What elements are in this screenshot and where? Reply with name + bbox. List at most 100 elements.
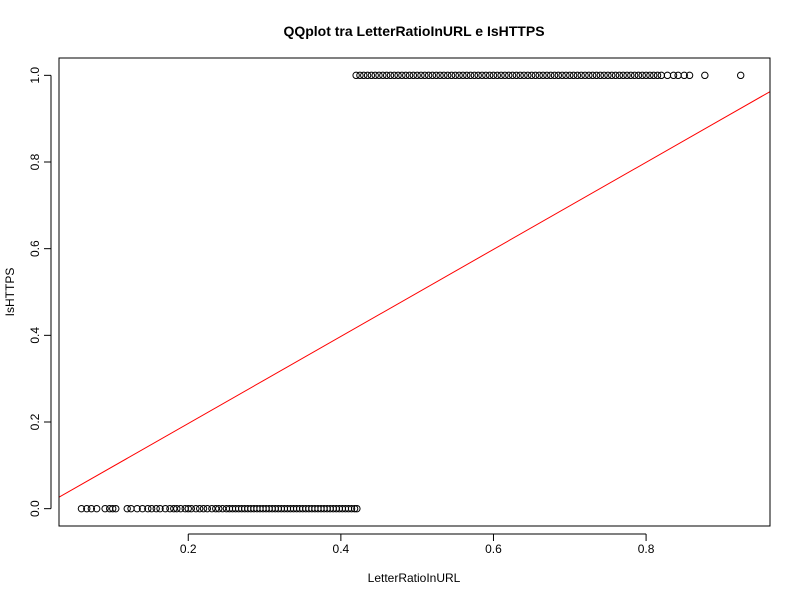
data-point: [581, 71, 589, 80]
data-point: [360, 71, 368, 80]
data-point: [623, 71, 631, 80]
data-point: [543, 71, 551, 80]
x-axis-label: LetterRatioInURL: [368, 571, 461, 585]
data-point: [608, 71, 616, 80]
data-point: [409, 71, 418, 80]
data-point: [367, 71, 376, 80]
data-point: [382, 71, 391, 80]
data-point: [390, 71, 398, 80]
data-point: [379, 71, 387, 80]
data-point: [109, 504, 117, 513]
y-tick-label: 0.8: [28, 153, 42, 170]
y-axis-label: IsHTTPS: [3, 268, 17, 317]
data-point: [489, 71, 498, 80]
data-point: [87, 504, 96, 513]
data-point: [596, 71, 604, 80]
data-point: [558, 71, 566, 80]
data-point: [642, 71, 650, 80]
data-point: [447, 71, 456, 80]
data-point: [657, 71, 666, 80]
data-point: [144, 504, 152, 513]
data-point: [524, 71, 532, 80]
data-point: [421, 71, 429, 80]
data-point: [83, 504, 91, 513]
data-point: [215, 504, 223, 513]
data-point: [638, 71, 646, 80]
y-tick-label: 0.4: [28, 327, 42, 344]
data-point: [147, 504, 156, 513]
data-point: [512, 71, 521, 80]
x-tick-label: 0.4: [333, 542, 350, 556]
data-point: [112, 504, 120, 513]
data-point: [199, 504, 208, 513]
data-point: [493, 71, 501, 80]
reference-line: [59, 91, 770, 498]
data-point: [569, 71, 578, 80]
data-point: [77, 504, 86, 513]
data-point: [123, 504, 131, 513]
data-point: [356, 71, 364, 80]
plot-frame: [58, 57, 771, 527]
data-point: [470, 71, 479, 80]
data-point: [663, 71, 672, 80]
data-point: [600, 71, 608, 80]
chart-title: QQplot tra LetterRatioInURL e IsHTTPS: [283, 23, 544, 39]
data-point: [680, 71, 688, 80]
y-tick-label: 1.0: [28, 67, 42, 84]
data-point: [443, 71, 452, 80]
data-point: [402, 71, 410, 80]
data-point: [615, 71, 624, 80]
data-point: [573, 71, 582, 80]
data-point: [463, 71, 471, 80]
data-point: [482, 71, 490, 80]
data-point: [588, 71, 597, 80]
data-point: [176, 504, 185, 513]
data-point: [138, 504, 147, 513]
data-point: [585, 71, 593, 80]
data-point: [497, 71, 505, 80]
data-point: [669, 71, 678, 80]
data-point: [394, 71, 402, 80]
data-point: [539, 71, 547, 80]
data-point: [92, 504, 101, 513]
data-point: [619, 71, 627, 80]
data-point: [455, 71, 463, 80]
data-point: [101, 504, 109, 513]
data-point: [417, 71, 425, 80]
data-point: [152, 504, 160, 513]
data-point: [432, 71, 440, 80]
data-point: [516, 71, 524, 80]
data-point: [634, 71, 643, 80]
data-point: [375, 71, 383, 80]
data-point: [611, 71, 620, 80]
data-point: [630, 71, 639, 80]
data-point: [737, 71, 745, 80]
data-point: [527, 71, 536, 80]
data-point: [505, 71, 513, 80]
data-point: [485, 71, 494, 80]
data-point: [478, 71, 486, 80]
data-point: [398, 71, 406, 80]
data-point: [203, 504, 212, 513]
data-point: [566, 71, 574, 80]
data-point: [352, 71, 360, 80]
data-point: [187, 504, 196, 513]
data-point: [440, 71, 448, 80]
data-point: [350, 504, 359, 513]
data-point: [436, 71, 444, 80]
y-tick-label: 0.6: [28, 240, 42, 257]
data-point: [133, 504, 141, 513]
data-point: [184, 504, 192, 513]
data-point: [685, 71, 694, 80]
data-point: [156, 504, 164, 513]
data-point: [405, 71, 414, 80]
data-point: [161, 504, 170, 513]
data-point: [371, 71, 379, 80]
data-point: [646, 71, 654, 80]
y-tick-label: 0.0: [28, 500, 42, 517]
data-point: [501, 71, 509, 80]
data-point: [428, 71, 437, 80]
data-point: [347, 504, 356, 513]
data-point: [674, 71, 682, 80]
